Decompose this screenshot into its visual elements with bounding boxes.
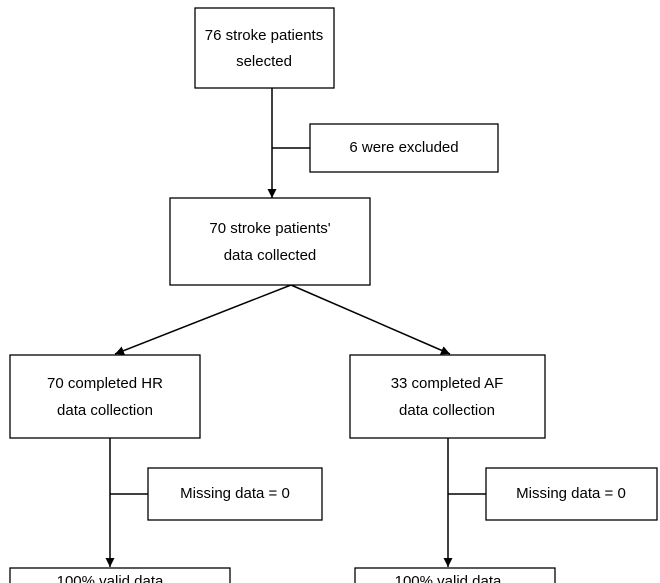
box-text: Missing data = 0 — [516, 485, 626, 502]
box-text: selected — [236, 53, 292, 70]
arrow — [290, 284, 451, 355]
box-text: 100% valid data — [395, 573, 502, 583]
box — [147, 467, 323, 521]
box-text: data collected — [224, 247, 317, 264]
box — [485, 467, 658, 521]
box-text: 33 completed AF — [391, 375, 504, 392]
box — [194, 7, 335, 89]
box-text: 70 completed HR — [47, 375, 163, 392]
box — [9, 354, 201, 439]
box-text: data collection — [399, 402, 495, 419]
box — [169, 197, 371, 286]
box — [354, 567, 556, 583]
arrow — [114, 284, 292, 355]
box-text: Missing data = 0 — [180, 485, 290, 502]
box — [309, 123, 499, 173]
box-text: data collection — [57, 402, 153, 419]
box — [9, 567, 231, 583]
box-text: 100% valid data — [57, 573, 164, 583]
box-text: 76 stroke patients — [205, 27, 323, 44]
box — [349, 354, 546, 439]
box-text: 70 stroke patients' — [209, 220, 330, 237]
box-text: 6 were excluded — [349, 139, 458, 156]
